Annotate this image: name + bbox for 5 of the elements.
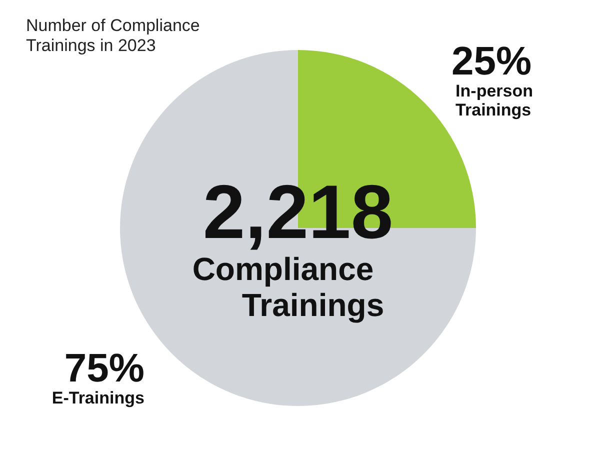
slice-label: E-Trainings [52,388,144,408]
chart-title: Number of Compliance Trainings in 2023 [26,16,200,56]
slice-label: In-person Trainings [456,81,534,120]
data-label: 25% [452,39,532,84]
data-label: 75% [64,346,144,391]
